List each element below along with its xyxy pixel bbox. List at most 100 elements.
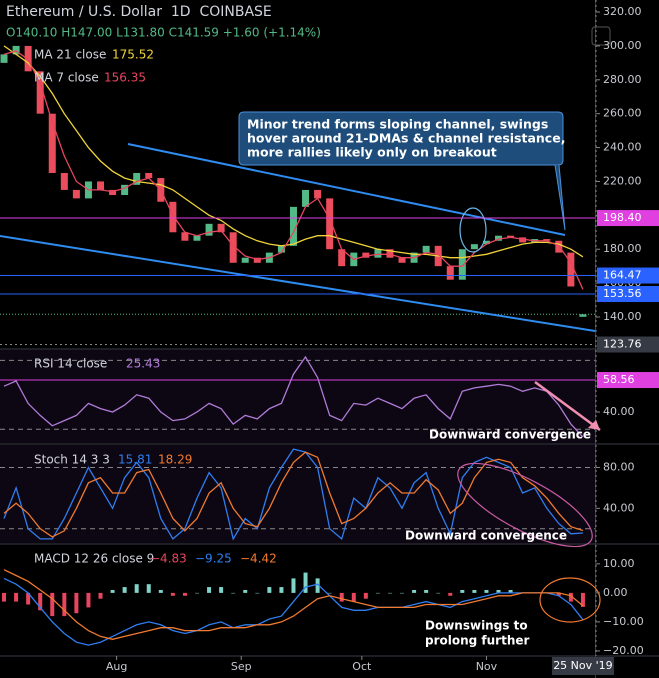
series-line [3,50,584,290]
histogram-bar [219,587,224,593]
candle [482,240,490,245]
candle [470,244,478,250]
histogram-bar [327,592,332,594]
y-tick-label: 220.00 [603,174,642,187]
x-tick-label: Oct [352,660,372,673]
histogram-bar [26,592,31,605]
histogram-bar [291,578,296,593]
histogram-bar [14,592,19,602]
y-tick-label: 260.00 [603,107,642,120]
histogram-bar [472,589,477,593]
chart-title: Ethereum / U.S. Dollar 1D COINBASE [6,4,272,20]
level-label-bg [597,336,659,353]
histogram-bar [122,587,127,593]
callout-text: more rallies likely only on breakout [247,145,497,160]
y-tick-label: 240.00 [603,141,642,154]
histogram-bar [243,589,248,593]
y-tick-label: 10.00 [603,557,635,570]
histogram-bar [38,592,43,611]
histogram-bar [400,592,405,594]
ohlc-header: O140.10 H147.00 L131.80 C141.59 +1.60 (+… [6,26,321,40]
menu-button[interactable] [591,26,611,46]
histogram-bar [74,592,79,614]
candle [109,189,117,196]
series-line [3,577,584,646]
histogram-bar [568,592,573,602]
candle [314,189,322,199]
histogram-bar [182,592,187,596]
histogram-bar [580,592,585,607]
candle [362,252,370,258]
candle [495,235,503,241]
legend-value: 18.29 [158,453,192,467]
histogram-bar [267,587,272,593]
candle [326,198,334,250]
histogram-bar [556,592,561,596]
histogram-bar [387,592,392,594]
legend-value: 156.35 [104,71,146,85]
candle [543,239,551,241]
candle [12,45,20,55]
histogram-bar [134,584,139,593]
histogram-bar [424,589,429,593]
candle [579,314,587,317]
candle [121,184,129,196]
candle [169,201,177,233]
legend-value: 175.52 [112,48,154,62]
annotation: Downswings to [425,619,528,633]
arrow [534,380,601,432]
highlight-ellipse [539,577,601,623]
histogram-bar [98,592,103,599]
histogram-bar [303,572,308,593]
candle [253,257,261,263]
candle [277,245,285,253]
level-label: 58.56 [603,373,635,386]
channel [0,143,596,332]
legend-value: 25.43 [126,357,160,371]
candle [338,249,346,267]
legend-label: Stoch 14 3 3 [34,453,110,467]
histogram-bar [255,592,260,594]
candle [446,266,454,280]
level-label-bg [597,267,659,284]
legend-value: 15.81 [118,453,152,467]
histogram-bar [351,592,356,602]
series-line [3,355,584,438]
candle [289,206,297,246]
candle [24,45,32,72]
candle [422,245,430,253]
histogram-bar [339,592,344,602]
level-label: 153.56 [603,287,642,300]
y-tick-label: 320.00 [603,5,642,18]
level-label: 164.47 [603,269,642,282]
histogram-bar [170,592,175,596]
y-tick-label: 0.00 [603,586,628,599]
candle [205,223,213,236]
candle [386,249,394,258]
candle [97,181,105,190]
callout-pointer [554,164,566,231]
histogram-bar [375,592,380,594]
histogram-bar [231,592,236,594]
candle [374,249,382,258]
legend-value: −4.42 [240,552,277,566]
histogram-bar [460,589,465,593]
level-label: 123.76 [603,338,642,351]
candle [217,223,225,233]
annotation: prolong further [425,634,530,648]
series-line [3,45,584,259]
y-tick-label: 180.00 [603,242,642,255]
cursor-label: 25 Nov '19 [553,659,612,672]
histogram-bar [146,584,151,593]
candle [72,189,80,199]
histogram-bar [86,592,91,608]
level-label: 198.40 [603,211,642,224]
histogram-bar [508,589,513,593]
legend-label: MA 21 close [34,48,106,62]
y-tick-label: −10.00 [603,615,644,628]
x-tick-label: Aug [106,660,127,673]
candle [519,237,527,243]
series-line [3,448,583,541]
